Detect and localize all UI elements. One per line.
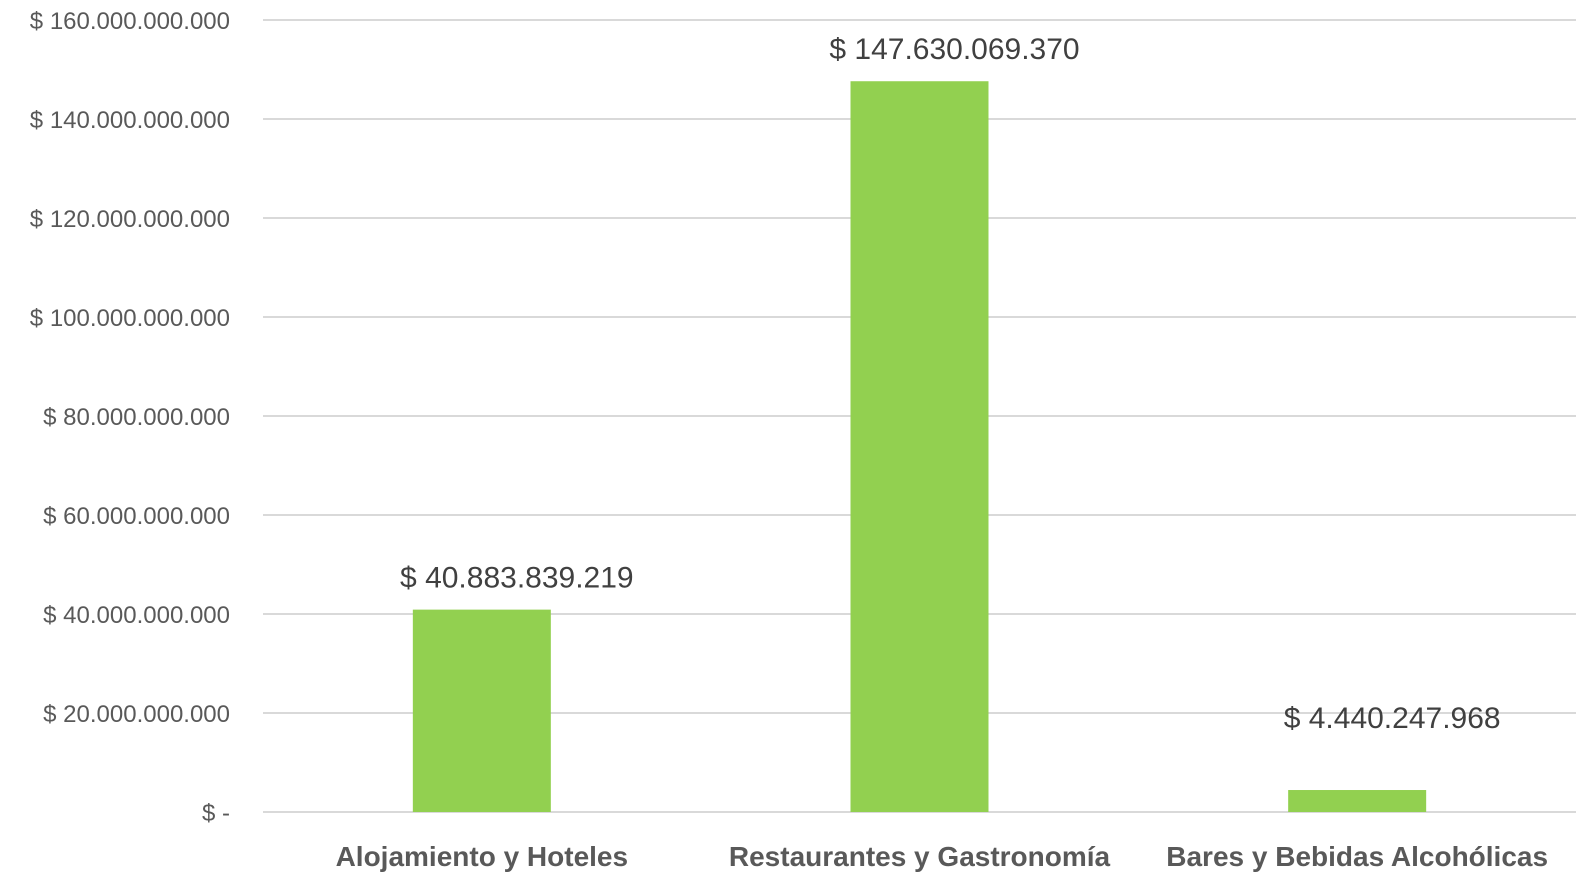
- y-tick-label: $ 20.000.000.000: [43, 701, 230, 728]
- bars: [412, 81, 1427, 813]
- y-axis-tick-labels: $ - $ 20.000.000.000 $ 40.000.000.000 $ 60.…: [30, 8, 230, 827]
- y-tick-label: $ 120.000.000.000: [30, 206, 230, 233]
- y-tick-label: $ 160.000.000.000: [30, 8, 230, 35]
- y-tick-label: $ 60.000.000.000: [43, 503, 230, 530]
- category-label: Alojamiento y Hoteles: [336, 841, 629, 872]
- data-labels: $ 40.883.839.219 $ 147.630.069.370 $ 4.440…: [400, 33, 1501, 735]
- data-label: $ 147.630.069.370: [829, 33, 1079, 66]
- y-tick-label: $ 100.000.000.000: [30, 305, 230, 332]
- y-tick-label: $ -: [202, 800, 230, 827]
- y-tick-label: $ 140.000.000.000: [30, 107, 230, 134]
- category-label: Restaurantes y Gastronomía: [729, 841, 1111, 872]
- data-label: $ 4.440.247.968: [1284, 702, 1501, 735]
- bar: [412, 609, 551, 812]
- bar: [850, 81, 989, 813]
- x-axis-category-labels: Alojamiento y Hoteles Restaurantes y Gast…: [336, 841, 1548, 872]
- y-tick-label: $ 40.000.000.000: [43, 602, 230, 629]
- bar: [1288, 790, 1427, 812]
- y-tick-label: $ 80.000.000.000: [43, 404, 230, 431]
- data-label: $ 40.883.839.219: [400, 562, 634, 595]
- category-label: Bares y Bebidas Alcohólicas: [1166, 841, 1548, 872]
